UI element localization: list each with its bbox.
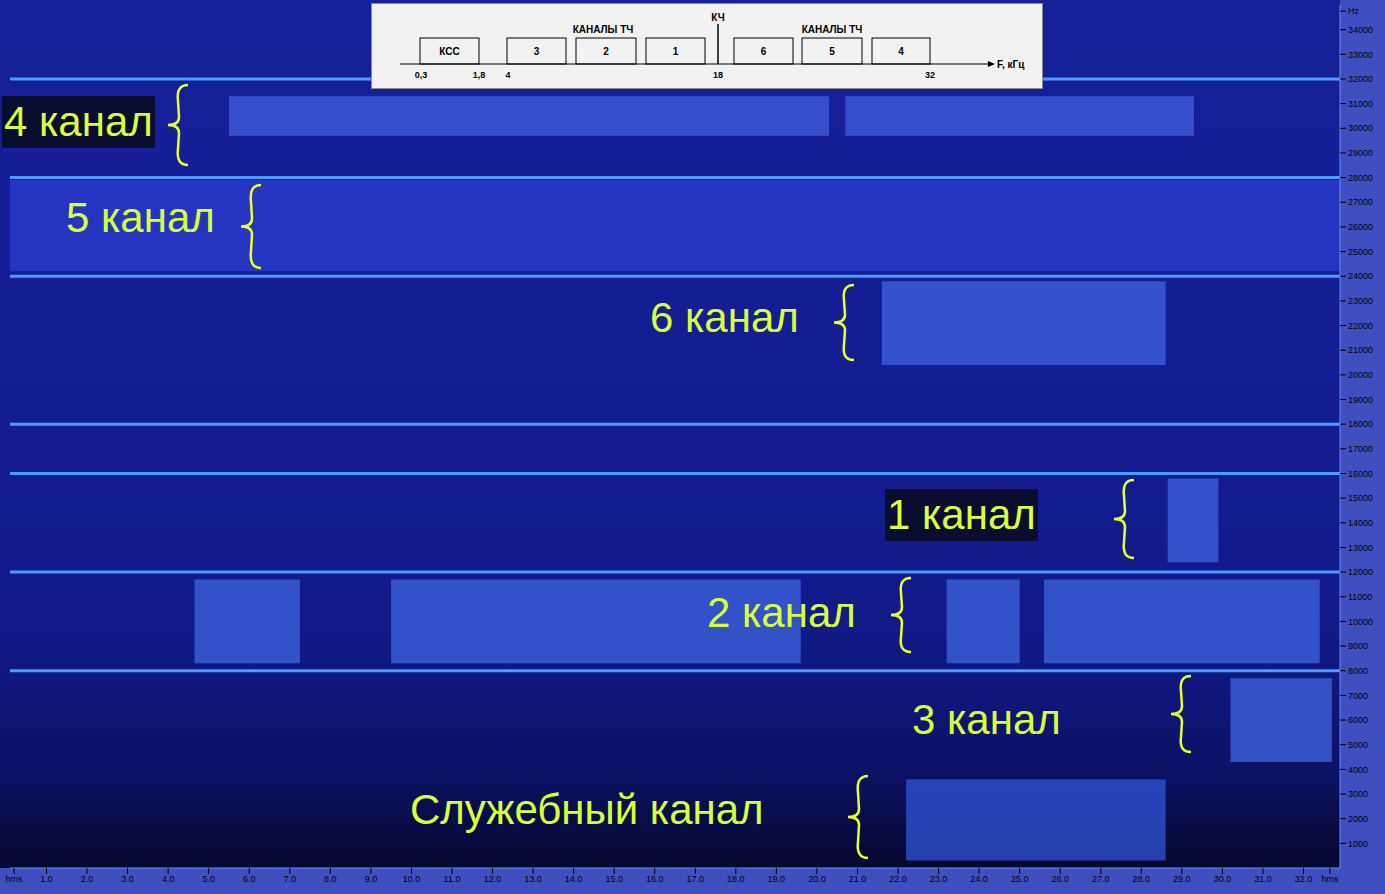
html-text:Служебный канал: Служебный канал (410, 786, 764, 833)
svg-text:24.0: 24.0 (970, 874, 988, 884)
svg-text:9000: 9000 (1348, 641, 1368, 651)
svg-text:20.0: 20.0 (808, 874, 826, 884)
svg-text:КАНАЛЫ ТЧ: КАНАЛЫ ТЧ (573, 24, 634, 35)
html-text:3 канал: 3 канал (912, 696, 1061, 743)
svg-text:13000: 13000 (1348, 543, 1373, 553)
svg-text:19000: 19000 (1348, 395, 1373, 405)
svg-text:20000: 20000 (1348, 370, 1373, 380)
svg-text:27.0: 27.0 (1092, 874, 1110, 884)
svg-text:26.0: 26.0 (1051, 874, 1069, 884)
svg-text:28000: 28000 (1348, 173, 1373, 183)
svg-text:6.0: 6.0 (243, 874, 256, 884)
svg-text:8000: 8000 (1348, 666, 1368, 676)
svg-text:2000: 2000 (1348, 814, 1368, 824)
svg-text:0,3: 0,3 (415, 70, 428, 80)
html-text:2 канал: 2 канал (707, 589, 856, 636)
svg-text:1.0: 1.0 (40, 874, 53, 884)
svg-text:19.0: 19.0 (768, 874, 786, 884)
svg-text:22.0: 22.0 (889, 874, 907, 884)
svg-text:5000: 5000 (1348, 740, 1368, 750)
svg-text:17000: 17000 (1348, 444, 1373, 454)
svg-text:13.0: 13.0 (524, 874, 542, 884)
svg-text:16000: 16000 (1348, 469, 1373, 479)
svg-text:4.0: 4.0 (162, 874, 175, 884)
svg-text:10.0: 10.0 (403, 874, 421, 884)
svg-text:12.0: 12.0 (484, 874, 502, 884)
svg-text:5.0: 5.0 (202, 874, 215, 884)
svg-text:22000: 22000 (1348, 321, 1373, 331)
svg-text:29000: 29000 (1348, 148, 1373, 158)
svg-text:27000: 27000 (1348, 197, 1373, 207)
svg-text:6: 6 (761, 46, 767, 57)
svg-text:25000: 25000 (1348, 247, 1373, 257)
svg-text:14.0: 14.0 (565, 874, 583, 884)
svg-text:28.0: 28.0 (1133, 874, 1151, 884)
svg-text:2.0: 2.0 (81, 874, 94, 884)
html-text:6 канал: 6 канал (650, 294, 799, 341)
svg-text:34000: 34000 (1348, 25, 1373, 35)
svg-text:30.0: 30.0 (1214, 874, 1232, 884)
svg-text:32.0: 32.0 (1295, 874, 1313, 884)
svg-text:hms: hms (1321, 874, 1339, 884)
svg-text:2: 2 (603, 46, 609, 57)
svg-text:F, кГц: F, кГц (997, 59, 1025, 70)
svg-text:КАНАЛЫ ТЧ: КАНАЛЫ ТЧ (802, 24, 863, 35)
svg-text:30000: 30000 (1348, 123, 1373, 133)
svg-text:3000: 3000 (1348, 789, 1368, 799)
svg-text:18: 18 (713, 70, 723, 80)
html-text:4 канал: 4 канал (4, 98, 153, 145)
svg-text:КЧ: КЧ (711, 12, 724, 23)
svg-text:3.0: 3.0 (121, 874, 134, 884)
svg-text:15.0: 15.0 (605, 874, 623, 884)
svg-text:14000: 14000 (1348, 518, 1373, 528)
svg-text:1000: 1000 (1348, 839, 1368, 849)
svg-text:hms: hms (6, 874, 24, 884)
svg-text:8.0: 8.0 (324, 874, 337, 884)
svg-text:18000: 18000 (1348, 419, 1373, 429)
svg-text:1,8: 1,8 (473, 70, 486, 80)
svg-text:32000: 32000 (1348, 74, 1373, 84)
svg-text:4000: 4000 (1348, 765, 1368, 775)
svg-text:3: 3 (534, 46, 540, 57)
svg-text:24000: 24000 (1348, 271, 1373, 281)
svg-text:Hz: Hz (1348, 6, 1359, 16)
svg-text:32: 32 (925, 70, 935, 80)
svg-text:12000: 12000 (1348, 567, 1373, 577)
svg-text:4: 4 (898, 46, 904, 57)
svg-text:6000: 6000 (1348, 715, 1368, 725)
svg-text:33000: 33000 (1348, 50, 1373, 60)
svg-text:7.0: 7.0 (284, 874, 297, 884)
svg-text:4: 4 (505, 70, 510, 80)
svg-text:31000: 31000 (1348, 99, 1373, 109)
svg-text:26000: 26000 (1348, 222, 1373, 232)
svg-text:7000: 7000 (1348, 691, 1368, 701)
svg-text:17.0: 17.0 (687, 874, 705, 884)
svg-text:31.0: 31.0 (1254, 874, 1272, 884)
html-text:1 канал: 1 канал (887, 491, 1036, 538)
svg-text:10000: 10000 (1348, 617, 1373, 627)
svg-text:21000: 21000 (1348, 345, 1373, 355)
html-text:5 канал: 5 канал (66, 194, 215, 241)
svg-text:23000: 23000 (1348, 296, 1373, 306)
svg-text:18.0: 18.0 (727, 874, 745, 884)
svg-text:16.0: 16.0 (646, 874, 664, 884)
svg-text:25.0: 25.0 (1011, 874, 1029, 884)
svg-text:21.0: 21.0 (849, 874, 867, 884)
svg-text:11.0: 11.0 (444, 874, 461, 884)
svg-text:23.0: 23.0 (930, 874, 948, 884)
svg-text:11000: 11000 (1348, 592, 1372, 602)
svg-text:9.0: 9.0 (365, 874, 378, 884)
svg-text:15000: 15000 (1348, 493, 1373, 503)
svg-text:29.0: 29.0 (1173, 874, 1191, 884)
svg-text:1: 1 (673, 46, 679, 57)
svg-text:5: 5 (829, 46, 835, 57)
svg-text:КСС: КСС (439, 46, 459, 57)
